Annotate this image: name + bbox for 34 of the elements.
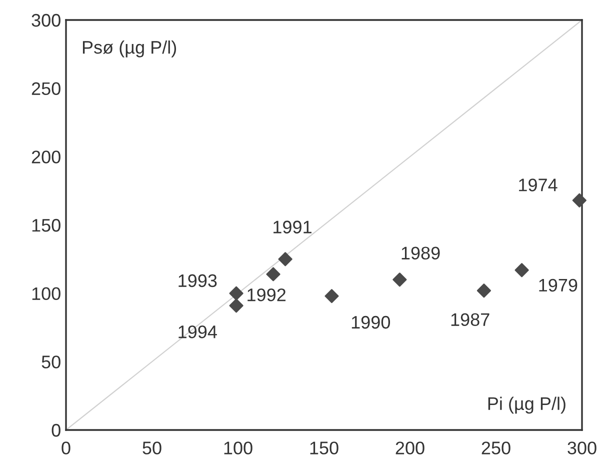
annotation: 1992 xyxy=(248,288,286,302)
annotation: 1989 xyxy=(402,246,440,260)
point xyxy=(266,267,280,282)
annotation: 1994 xyxy=(178,325,217,338)
y-tick-label: 200 xyxy=(32,150,60,164)
point xyxy=(514,263,529,278)
x-tick-label: 200 xyxy=(396,442,424,454)
point xyxy=(392,272,407,287)
y-tick-label: 0 xyxy=(52,424,60,437)
annotation: 1990 xyxy=(352,316,390,329)
point xyxy=(229,298,244,313)
point xyxy=(229,286,244,300)
x-tick-label: 0 xyxy=(62,442,70,454)
point xyxy=(572,193,586,208)
annotation: 1974 xyxy=(519,178,558,192)
point xyxy=(278,252,292,266)
y-axis-title: Psø (µg P/l) xyxy=(82,40,176,58)
y-tick-label: 100 xyxy=(32,287,60,300)
annotation: 1979 xyxy=(539,278,578,292)
point xyxy=(324,289,339,304)
y-tick-label: 50 xyxy=(42,356,60,368)
y-tick-label: 150 xyxy=(32,218,60,232)
y-tick-label: 300 xyxy=(32,14,60,27)
x-tick-label: 300 xyxy=(568,442,596,454)
annotation: 1991 xyxy=(274,220,312,234)
x-tick-label: 250 xyxy=(482,442,510,454)
point xyxy=(476,284,492,298)
annotation: 1993 xyxy=(178,274,217,288)
x-tick-label: 100 xyxy=(224,442,252,454)
x-axis-title: Pi (µg P/l) xyxy=(488,396,566,414)
x-tick-label: 150 xyxy=(310,442,338,454)
y-tick-label: 250 xyxy=(32,82,60,96)
x-tick-label: 50 xyxy=(142,442,162,454)
annotation: 1987 xyxy=(451,313,490,326)
